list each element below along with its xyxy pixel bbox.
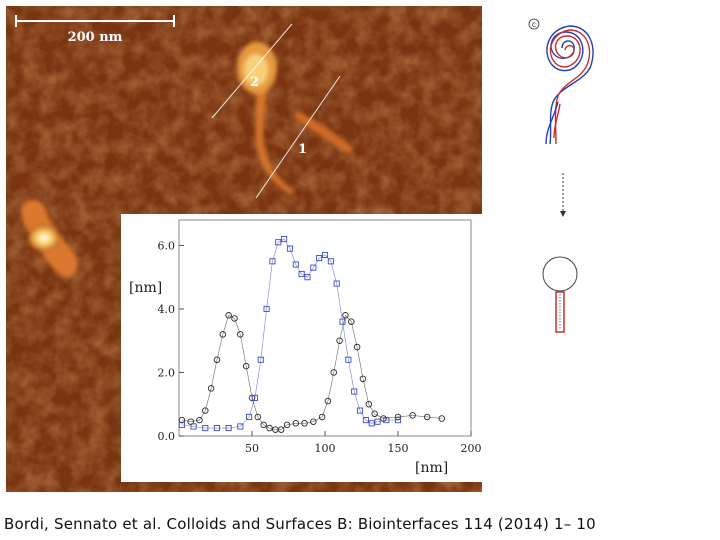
y-tick-label: 2.0 [158, 366, 176, 379]
data-point [394, 413, 402, 421]
svg-text:c: c [532, 20, 536, 29]
coiled-polymer-icon [545, 25, 594, 145]
data-point [257, 356, 264, 363]
data-point [263, 305, 270, 312]
data-point [339, 318, 346, 325]
profile-label-1: 1 [298, 142, 307, 157]
data-point [409, 412, 416, 419]
scale-bar: 200 nm [15, 15, 175, 45]
profile-line-2 [211, 23, 293, 119]
x-tick-label: 50 [245, 442, 259, 455]
data-point [178, 421, 185, 428]
data-point [368, 420, 375, 427]
data-point [333, 280, 340, 287]
data-point [336, 337, 343, 344]
y-tick-label: 4.0 [158, 303, 176, 316]
data-point [310, 418, 317, 425]
data-point [196, 416, 203, 424]
series-2 [178, 236, 402, 432]
data-point [266, 424, 273, 432]
head-tail-model-icon [542, 256, 578, 333]
data-point [283, 421, 291, 429]
x-tick-label: 100 [315, 442, 336, 455]
data-point [260, 421, 267, 429]
data-point [246, 413, 253, 420]
profile-label-2: 2 [250, 75, 259, 90]
data-point [304, 274, 311, 281]
data-point [371, 410, 378, 418]
data-point [178, 416, 186, 424]
x-tick-label: 200 [461, 442, 482, 455]
data-point [225, 312, 232, 319]
data-point [298, 270, 305, 278]
data-point [359, 375, 367, 383]
data-point [324, 397, 332, 405]
data-point [348, 318, 355, 325]
data-point [202, 407, 209, 414]
data-point [231, 315, 238, 322]
series-1 [178, 312, 446, 433]
data-point [225, 425, 232, 432]
data-point [321, 251, 329, 258]
y-tick-label: 6.0 [158, 239, 176, 252]
conformation-scheme: c [528, 18, 594, 333]
data-point [345, 356, 352, 363]
particle-2 [237, 42, 294, 194]
data-point [190, 423, 197, 430]
data-point [219, 331, 227, 338]
data-point [281, 236, 288, 243]
figure-citation: Bordi, Sennato et al. Colloids and Surfa… [4, 515, 596, 533]
data-point [269, 258, 276, 265]
data-point [362, 417, 369, 424]
data-point [292, 261, 299, 268]
data-point [374, 418, 381, 425]
data-point [383, 417, 390, 424]
data-point [277, 426, 285, 433]
data-point [316, 255, 323, 262]
height-profile-chart: 0.0 2.0 4.0 6.0 50 100 150 200 [nm] [nm] [121, 214, 482, 482]
data-point [213, 425, 221, 432]
profile-line-1 [255, 75, 341, 199]
data-point [365, 400, 373, 408]
data-point [353, 343, 361, 351]
transition-arrow [560, 173, 566, 217]
data-point [423, 413, 431, 421]
data-point [330, 369, 338, 376]
x-tick-label: 150 [388, 442, 409, 455]
data-point [251, 394, 258, 401]
data-point [286, 245, 294, 252]
scale-bar-label: 200 nm [68, 30, 123, 45]
data-point [202, 425, 209, 432]
data-point [213, 356, 221, 364]
particle-left [20, 199, 79, 278]
series-line [181, 238, 398, 429]
x-axis-label: [nm] [415, 460, 448, 476]
data-point [237, 331, 244, 338]
data-point [356, 407, 364, 414]
data-point [438, 415, 446, 422]
data-point [342, 312, 349, 319]
data-point [242, 362, 250, 370]
data-point [207, 385, 215, 392]
data-point [310, 264, 317, 271]
data-point [351, 388, 358, 395]
data-point [292, 420, 300, 427]
data-point [301, 420, 308, 427]
data-point [318, 413, 326, 421]
data-point [327, 258, 334, 265]
y-axis-label: [nm] [129, 280, 162, 296]
panel-label: c [528, 18, 540, 30]
data-point [275, 239, 282, 246]
data-point [237, 423, 244, 430]
data-point [254, 413, 262, 421]
series-line [181, 314, 442, 430]
y-tick-label: 0.0 [158, 430, 176, 443]
data-point [394, 417, 402, 424]
